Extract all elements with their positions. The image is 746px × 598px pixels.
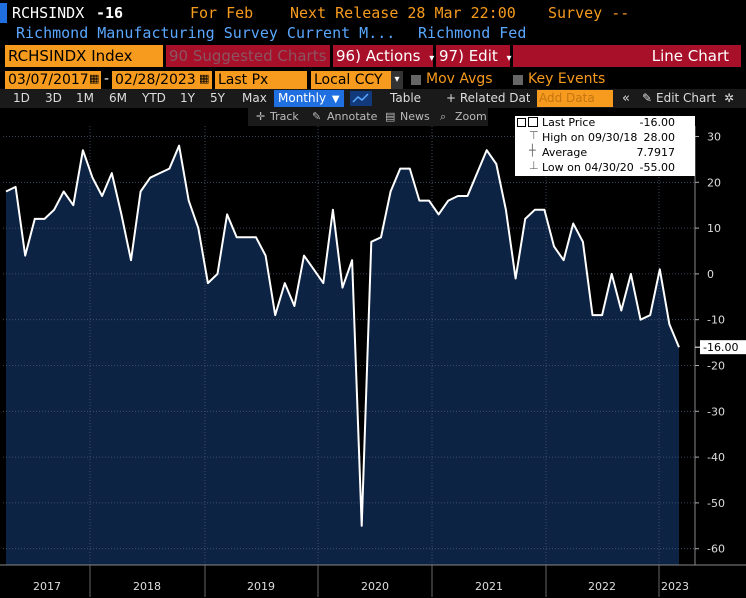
legend-high-value: 28.00: [643, 131, 676, 144]
y-tick-label: 0: [707, 268, 714, 281]
legend-high-label: High on 09/30/18: [542, 131, 638, 144]
period-6m[interactable]: 6M: [109, 91, 127, 105]
key-events-checkbox[interactable]: [513, 75, 523, 85]
period-5y[interactable]: 5Y: [210, 91, 225, 105]
period-3d[interactable]: 3D: [45, 91, 62, 105]
key-events-label: Key Events: [528, 71, 606, 87]
news-icon: ▤: [385, 110, 396, 123]
period-max[interactable]: Max: [242, 91, 267, 105]
track-tool[interactable]: Track: [270, 110, 299, 123]
legend-last-label: Last Price: [542, 116, 596, 129]
x-tick-label: 2017: [33, 580, 61, 593]
add-data-input[interactable]: Add Data: [537, 90, 613, 107]
toolbar: RCHSINDX Index 90 Suggested Charts 96) A…: [0, 45, 746, 67]
legend-low-value: -55.00: [639, 161, 675, 174]
crosshair-icon: ✛: [256, 110, 266, 123]
mov-avgs-label: Mov Avgs: [426, 71, 493, 87]
period-bar: 1D 3D 1M 6M YTD 1Y 5Y Max Monthly ▼ Tabl…: [0, 89, 746, 108]
line-chart[interactable]: 30 20 10 0 -10 -20 -30 -40 -50 -60 -16.00 2017 2018 2…: [0, 126, 746, 598]
frequency-select[interactable]: Monthly ▼: [274, 90, 344, 107]
legend-average-value: 7.7917: [636, 146, 676, 159]
start-date-input[interactable]: 03/07/2017: [5, 71, 101, 89]
x-tick-label: 2020: [361, 580, 389, 593]
legend-series-checkbox[interactable]: [517, 118, 526, 127]
y-tick-label: -50: [707, 497, 725, 510]
zoom-icon: ⌕: [440, 110, 447, 123]
caret-down-icon: ▼: [331, 94, 340, 105]
edit-label: 97) Edit: [439, 47, 498, 65]
y-tick-label: 30: [707, 131, 721, 144]
edit-chart-button[interactable]: Edit Chart: [656, 91, 717, 105]
y-tick-label: -40: [707, 451, 725, 464]
low-marker-icon: ⊥: [529, 159, 539, 172]
collapse-icon[interactable]: «: [622, 91, 630, 106]
ticker: RCHSINDX: [12, 4, 85, 22]
pencil-icon: ✎: [642, 91, 653, 105]
y-tick-label: 20: [707, 176, 721, 189]
currency-select[interactable]: Local CCY: [311, 71, 391, 89]
description: Richmond Manufacturing Survey Current M.…: [16, 24, 396, 42]
x-tick-label: 2019: [247, 580, 275, 593]
description-row: Richmond Manufacturing Survey Current M.…: [0, 24, 746, 44]
suggested-charts-button[interactable]: 90 Suggested Charts: [166, 45, 330, 67]
mov-avgs-checkbox[interactable]: [411, 75, 421, 85]
x-tick-label: 2023: [661, 580, 689, 593]
legend-low-label: Low on 04/30/20: [542, 161, 634, 174]
y-tick-label: 10: [707, 222, 721, 235]
last-value-label: -16.00: [703, 341, 738, 354]
source: Richmond Fed: [418, 24, 527, 42]
caret-down-icon: ▾: [506, 53, 512, 64]
y-tick-label: -30: [707, 405, 725, 418]
calendar-icon[interactable]: ▦: [89, 72, 100, 85]
survey: Survey --: [548, 4, 630, 22]
period-ytd[interactable]: YTD: [142, 91, 166, 105]
calendar-icon[interactable]: ▦: [199, 72, 210, 85]
annotate-pencil-icon: ✎: [312, 110, 322, 123]
x-tick-label: 2018: [133, 580, 161, 593]
x-tick-label: 2021: [475, 580, 503, 593]
chart-legend: Last Price -16.00 ⊤ High on 09/30/18 28.…: [515, 116, 695, 176]
frequency-label: Monthly: [278, 91, 327, 105]
period-1y[interactable]: 1Y: [180, 91, 195, 105]
x-tick-label: 2022: [588, 580, 616, 593]
actions-label: 96) Actions: [336, 47, 421, 65]
caret-down-icon: ▾: [429, 53, 435, 64]
annotate-tool[interactable]: Annotate: [327, 110, 378, 123]
y-tick-label: -20: [707, 360, 725, 373]
y-tick-label: -60: [707, 543, 725, 556]
field-select[interactable]: Last Px: [215, 71, 307, 89]
chevron-down-icon[interactable]: ▾: [391, 71, 403, 89]
security-marker: [0, 3, 7, 23]
y-tick-label: -10: [707, 314, 725, 327]
security-field[interactable]: RCHSINDX Index: [5, 45, 163, 67]
tools-row: ✛ Track ✎ Annotate ▤ News ⌕ Zoom: [0, 108, 746, 126]
legend-average-label: Average: [542, 146, 588, 159]
header-row: RCHSINDX -16 For Feb Next Release 28 Mar…: [0, 0, 746, 26]
next-release: Next Release 28 Mar 22:00: [290, 4, 516, 22]
related-data-button[interactable]: + Related Data: [446, 91, 530, 105]
period-1m[interactable]: 1M: [76, 91, 94, 105]
news-tool[interactable]: News: [400, 110, 430, 123]
actions-button[interactable]: 96) Actions ▾: [333, 45, 435, 67]
period: For Feb: [190, 4, 254, 22]
date-separator: -: [104, 71, 110, 87]
period-1d[interactable]: 1D: [13, 91, 30, 105]
legend-last-value: -16.00: [639, 116, 675, 129]
range-row: 03/07/2017 ▦ - 02/28/2023 ▦ Last Px Loca…: [0, 71, 746, 90]
tools-strip: [248, 108, 488, 126]
zoom-tool[interactable]: Zoom: [455, 110, 487, 123]
legend-series-swatch: [528, 117, 538, 127]
line-chart-icon[interactable]: [350, 91, 372, 106]
last-value: -16: [96, 4, 124, 22]
edit-button[interactable]: 97) Edit ▾: [436, 45, 512, 67]
average-marker-icon: ┼: [529, 144, 536, 157]
end-date-input[interactable]: 02/28/2023: [112, 71, 212, 89]
series-line: [5, 144, 680, 527]
table-button[interactable]: Table: [390, 91, 422, 105]
high-marker-icon: ⊤: [529, 129, 539, 142]
last-value-box: [700, 340, 746, 355]
gear-icon[interactable]: ✲: [724, 91, 735, 105]
chart-type-button[interactable]: Line Chart: [513, 45, 741, 67]
